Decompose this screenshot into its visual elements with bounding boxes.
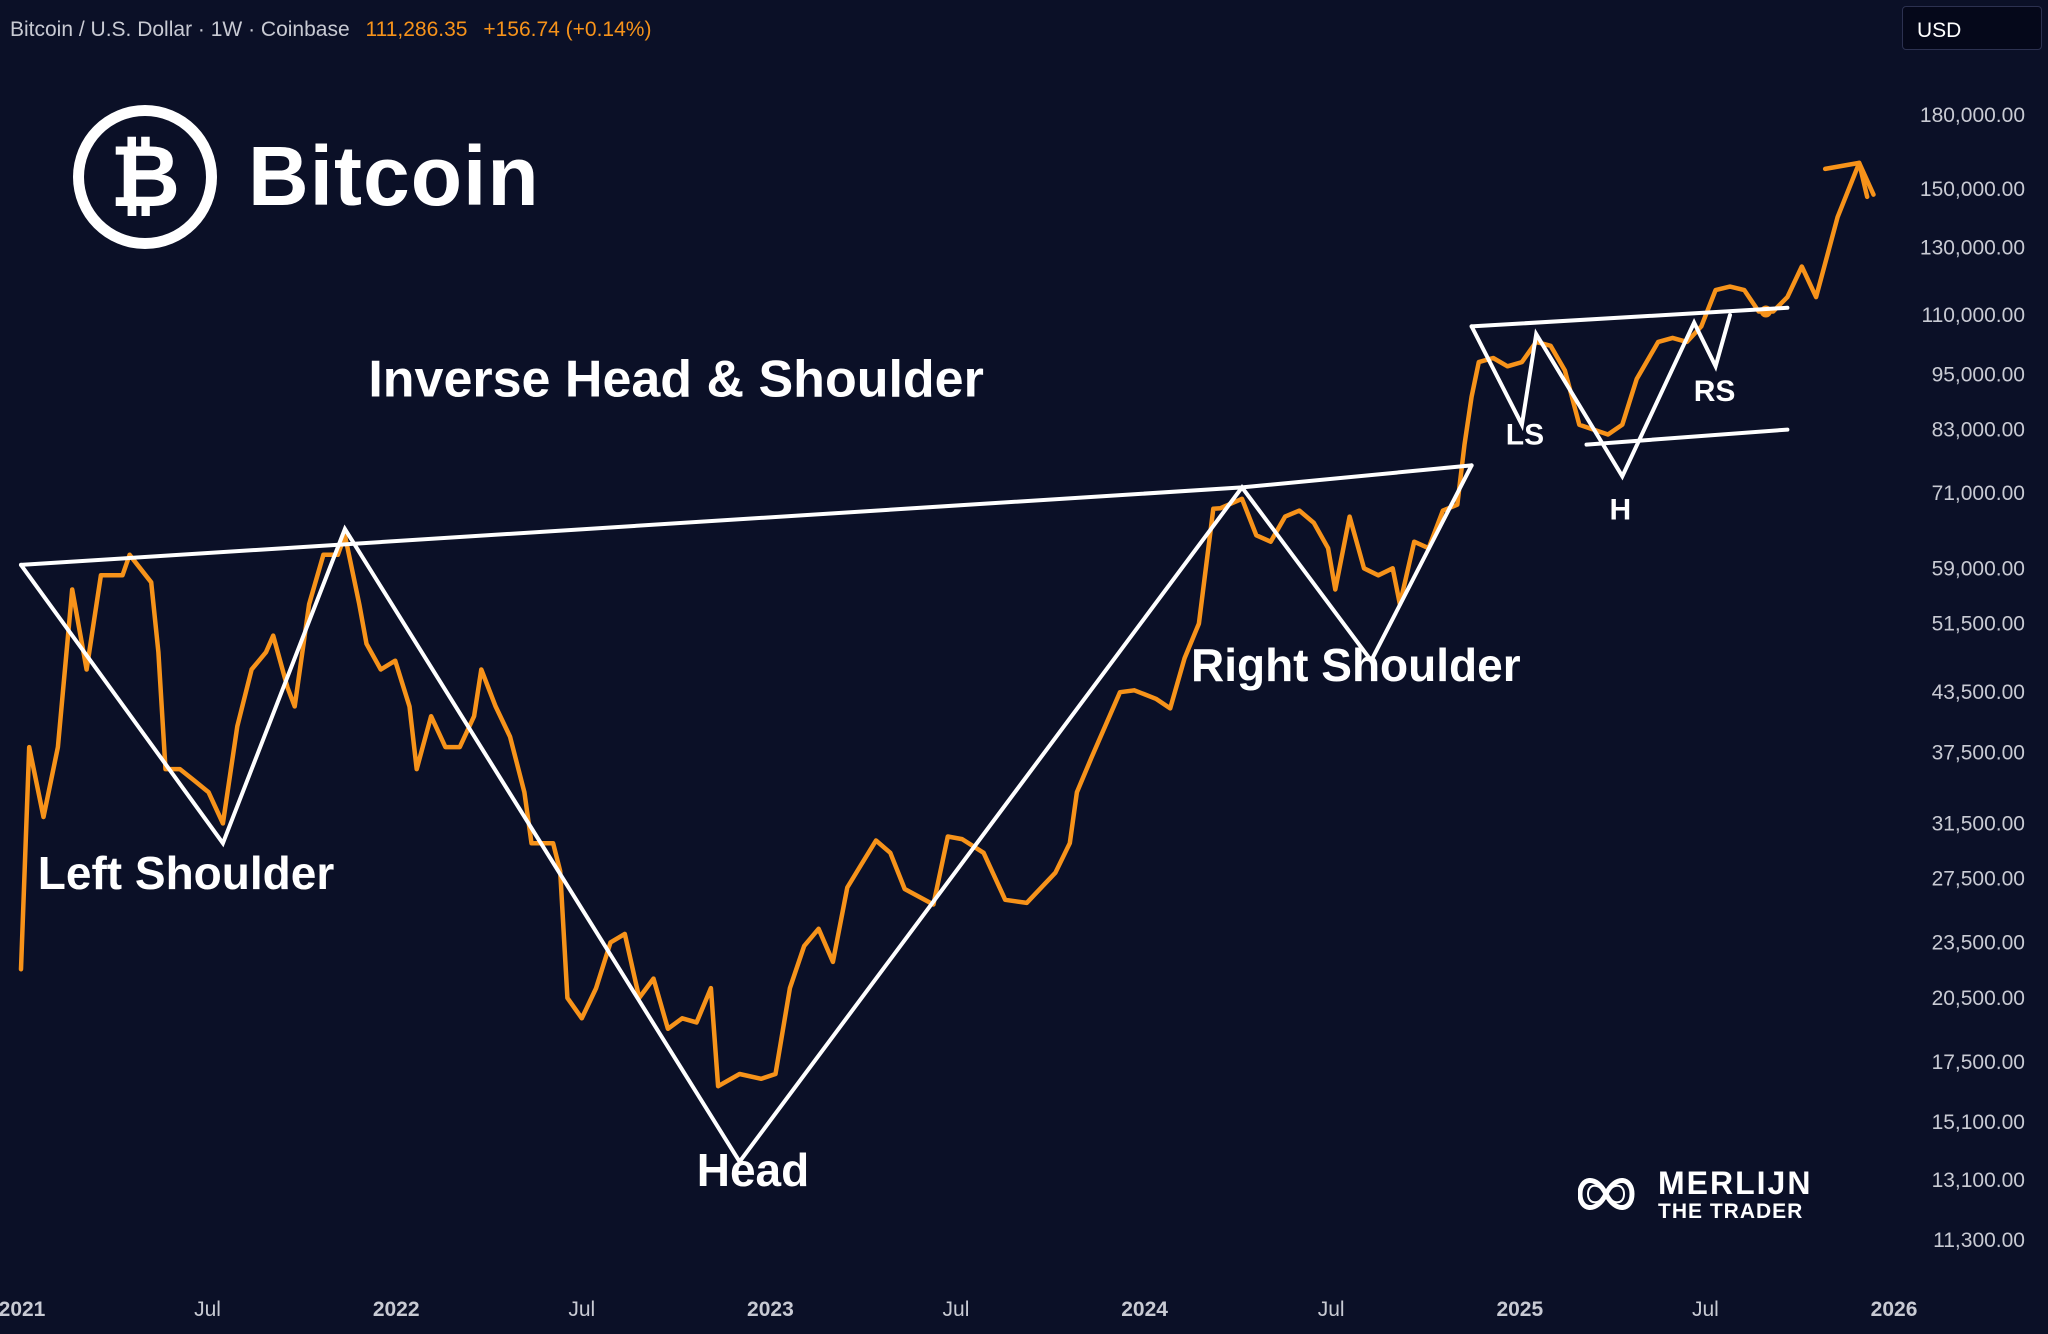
y-tick-label: 31,500.00	[1932, 812, 2025, 835]
y-tick-label: 11,300.00	[1933, 1229, 2025, 1252]
annotation-label: Head	[697, 1144, 809, 1196]
small-pattern-zigzag	[1469, 313, 1732, 481]
currency-label: USD	[1917, 19, 1962, 42]
y-tick-label: 71,000.00	[1932, 482, 2025, 505]
small-pattern-bottom	[1584, 427, 1790, 447]
y-tick-label: 13,100.00	[1932, 1169, 2025, 1192]
x-tick-label: Jul	[943, 1298, 970, 1321]
brand-line1: MERLIJN	[1658, 1166, 1812, 1201]
exchange-label: Coinbase	[260, 18, 350, 41]
annotation-label: Inverse Head & Shoulder	[368, 351, 984, 409]
x-axis[interactable]: 2021 Jul 2022 Jul 2023 Jul 2024 Jul 2025 Jul 2026	[0, 1298, 1917, 1321]
annotation-label: RS	[1694, 375, 1736, 408]
pattern-layer	[19, 305, 1790, 1166]
last-price: 111,286.35	[365, 18, 468, 41]
interval-label[interactable]: 1W	[210, 18, 243, 41]
y-tick-label: 95,000.00	[1932, 364, 2025, 387]
y-tick-label: 83,000.00	[1932, 419, 2025, 442]
btc-price-line	[18, 160, 1876, 1089]
y-tick-label: 110,000.00	[1921, 304, 2025, 327]
series-layer	[18, 160, 1876, 1089]
annotation-label: Right Shoulder	[1191, 639, 1521, 691]
annotation-label: LS	[1506, 419, 1544, 452]
currency-selector[interactable]: USD	[1902, 6, 2042, 50]
y-tick-label: 17,500.00	[1932, 1051, 2025, 1074]
merlijn-infinity-icon	[1578, 1178, 1635, 1210]
brand-line2: THE TRADER	[1658, 1200, 1803, 1222]
separator: ·	[197, 18, 211, 41]
y-tick-label: 27,500.00	[1932, 868, 2025, 891]
y-tick-label: 23,500.00	[1932, 931, 2025, 954]
trend-arrow-head	[1822, 160, 1870, 200]
y-tick-label: 180,000.00	[1920, 104, 2025, 127]
y-tick-label: 130,000.00	[1920, 236, 2025, 259]
bitcoin-icon: ₿	[73, 105, 217, 249]
x-tick-label: Jul	[568, 1298, 595, 1321]
x-tick-label: Jul	[1692, 1298, 1719, 1321]
x-tick-label: Jul	[1318, 1298, 1345, 1321]
small-pattern-top	[1469, 305, 1790, 329]
neckline	[19, 463, 1474, 567]
bitcoin-symbol: ₿	[110, 127, 180, 227]
separator: ·	[248, 18, 261, 41]
y-tick-label: 59,000.00	[1932, 557, 2025, 580]
y-tick-label: 51,500.00	[1932, 613, 2025, 636]
x-tick-label: 2021	[0, 1298, 46, 1321]
logo-title: Bitcoin	[248, 129, 540, 223]
x-tick-label: 2024	[1121, 1298, 1168, 1321]
x-tick-label: 2026	[1871, 1298, 1918, 1321]
y-tick-label: 20,500.00	[1932, 987, 2025, 1010]
y-axis[interactable]: 180,000.00 150,000.00 130,000.00 110,000.00…	[1920, 104, 2025, 1252]
annotation-layer: Inverse Head & Shoulder Left Shoulder Head…	[38, 351, 1736, 1196]
merlijn-brand: MERLIJN THE TRADER	[1578, 1166, 1812, 1222]
annotation-label: H	[1609, 494, 1631, 527]
y-tick-label: 43,500.00	[1932, 681, 2025, 704]
x-tick-label: 2025	[1496, 1298, 1543, 1321]
y-tick-label: 15,100.00	[1932, 1111, 2025, 1134]
symbol-header: Bitcoin / U.S. Dollar · 1W · Coinbase 11…	[10, 18, 651, 42]
x-tick-label: 2023	[747, 1298, 794, 1321]
symbol-name[interactable]: Bitcoin / U.S. Dollar	[10, 18, 193, 41]
x-tick-label: Jul	[194, 1298, 221, 1321]
y-tick-label: 150,000.00	[1920, 178, 2025, 201]
y-tick-label: 37,500.00	[1932, 741, 2025, 764]
price-change: +156.74 (+0.14%)	[483, 18, 652, 41]
pattern-zigzag	[19, 463, 1474, 1166]
annotation-label: Left Shoulder	[38, 847, 335, 899]
x-tick-label: 2022	[373, 1298, 420, 1321]
